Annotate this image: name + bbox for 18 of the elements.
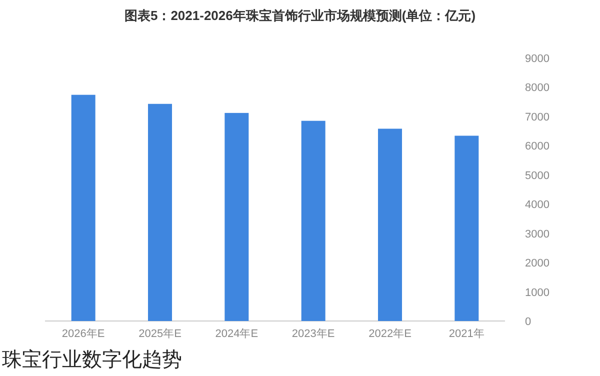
ytick: 6000 [525,140,550,153]
x-tick-label: 2025年E [138,328,182,340]
chart-title: 图表5：2021-2026年珠宝首饰行业市场规模预测(单位：亿元) [124,8,476,23]
ytick: 3000 [525,228,550,240]
ytick: 2000 [525,258,550,270]
ytick: 4000 [525,199,550,212]
x-tick-label: 2022年E [368,328,412,340]
x-tick-label: 2023年E [292,328,335,340]
ytick: 7000 [525,111,550,124]
ytick: 5000 [525,170,550,182]
ytick: 8000 [525,82,550,94]
x-tick-label: 2021年 [448,328,484,340]
x-tick-label: 2026年E [62,328,105,340]
ytick: 1000 [525,286,550,299]
text: 珠宝行业数字化趋势 [2,348,182,371]
x-tick-label: 2024年E [215,328,258,340]
ytick: 0 [525,316,532,328]
ytick: 9000 [525,53,550,65]
